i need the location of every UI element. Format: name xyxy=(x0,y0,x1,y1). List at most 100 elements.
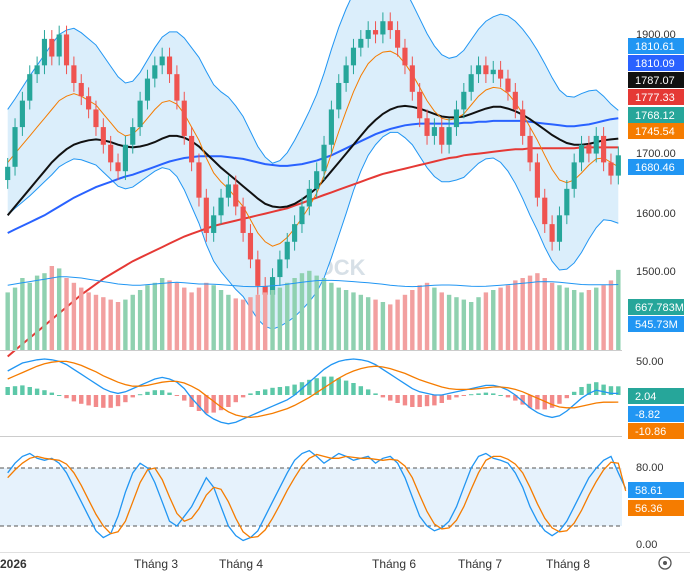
price-badge-bg xyxy=(628,159,684,175)
volume-bar xyxy=(549,282,555,350)
candle-body xyxy=(328,109,334,145)
macd-histogram-bar xyxy=(233,395,238,403)
price-badge-bg xyxy=(628,38,684,54)
macd-histogram-bar xyxy=(608,386,614,395)
macd-histogram-bar xyxy=(123,395,128,403)
macd-histogram-bar xyxy=(34,388,40,395)
stochastic-tick-label: 0.00 xyxy=(636,539,657,551)
macd-histogram-bar xyxy=(424,395,430,407)
macd-histogram-bar xyxy=(71,395,77,402)
volume-bar xyxy=(123,299,128,350)
volume-bar xyxy=(395,299,400,350)
volume-bar xyxy=(542,278,547,350)
volume-bar xyxy=(189,292,194,350)
macd-badge: 2.04 xyxy=(635,391,656,403)
volume-bar xyxy=(608,280,614,350)
macd-histogram-bar xyxy=(557,395,562,404)
volume-bar xyxy=(277,287,283,350)
candle-body xyxy=(225,184,231,198)
candle-body xyxy=(314,171,320,189)
macd-histogram-bar xyxy=(218,395,224,411)
candle-body xyxy=(446,127,452,145)
candle-body xyxy=(461,91,467,110)
volume-bar xyxy=(204,282,209,350)
candle-body xyxy=(483,65,489,75)
candle-body xyxy=(387,21,393,31)
macd-histogram-bar xyxy=(594,382,599,395)
candle-body xyxy=(439,127,445,145)
candle-body xyxy=(211,215,217,233)
macd-histogram-bar xyxy=(520,395,525,405)
macd-histogram-bar xyxy=(101,395,106,408)
macd-histogram-bar xyxy=(152,390,158,395)
macd-histogram-bar xyxy=(527,395,533,408)
macd-histogram-bar xyxy=(616,386,621,395)
candle-body xyxy=(218,197,224,216)
candle-body xyxy=(520,109,526,136)
candle-body xyxy=(586,144,592,154)
candle-body xyxy=(365,30,371,39)
candle-body xyxy=(564,188,570,216)
ma-blue-line xyxy=(7,117,619,234)
volume-bar xyxy=(314,275,319,350)
volume-bar xyxy=(34,275,40,350)
candle-body xyxy=(453,109,460,128)
volume-bar xyxy=(211,285,216,350)
macd-histogram-bar xyxy=(321,376,327,395)
volume-bar xyxy=(373,299,378,350)
time-axis-label: Tháng 4 xyxy=(219,557,263,571)
volume-bar xyxy=(285,282,290,350)
volume-bar xyxy=(248,297,253,350)
volume-bar xyxy=(174,282,180,350)
volume-bar xyxy=(262,292,268,350)
volume-bar xyxy=(329,282,334,350)
volume-bar xyxy=(12,287,18,350)
candle-body xyxy=(86,96,92,110)
volume-bar xyxy=(520,278,525,350)
volume-bar xyxy=(424,282,430,350)
macd-histogram-bar xyxy=(388,395,393,401)
candle-body xyxy=(380,21,386,35)
stochastic-badge: 58.61 xyxy=(635,485,663,497)
macd-histogram-bar xyxy=(380,395,386,398)
candle-body xyxy=(203,197,209,233)
volume-bar xyxy=(336,287,341,350)
volume-bar xyxy=(358,294,364,350)
macd-histogram-bar xyxy=(586,383,592,395)
volume-bar xyxy=(182,287,187,350)
candle-body xyxy=(306,188,312,207)
volume-bar xyxy=(410,290,415,350)
price-badge-bg xyxy=(628,89,684,105)
volume-bar xyxy=(93,294,99,350)
volume-bar xyxy=(616,269,621,350)
volume-bar xyxy=(108,299,113,350)
candle-body xyxy=(336,82,342,110)
candle-body xyxy=(395,30,401,48)
bollinger-fill xyxy=(7,0,619,330)
volume-bar xyxy=(64,278,69,350)
macd-histogram-bar xyxy=(454,395,459,398)
macd-histogram-bar xyxy=(49,392,55,395)
candle-body xyxy=(78,82,84,97)
macd-histogram-bar xyxy=(542,395,547,410)
candle-body xyxy=(578,144,585,163)
stochastic-d-line xyxy=(7,453,627,539)
macd-histogram-bar xyxy=(402,395,408,406)
stochastic-badge: 56.36 xyxy=(635,503,663,515)
volume-badge-bg xyxy=(628,316,684,332)
time-axis-label: Tháng 3 xyxy=(134,557,178,571)
volume-ma-line xyxy=(7,276,619,288)
macd-histogram-bar xyxy=(270,387,275,395)
candle-body xyxy=(115,162,121,172)
volume-bar xyxy=(586,290,592,350)
macd-histogram-bar xyxy=(108,395,113,408)
macd-histogram-bar xyxy=(130,395,135,398)
macd-histogram-bar xyxy=(226,395,231,407)
volume-bar xyxy=(601,285,606,350)
settings-icon[interactable] xyxy=(658,556,672,570)
macd-histogram-bar xyxy=(601,384,606,395)
macd-histogram-bar xyxy=(12,386,18,395)
candle-body xyxy=(189,135,195,163)
macd-histogram-bar xyxy=(571,391,577,395)
volume-badge: 667.783M xyxy=(635,302,684,314)
